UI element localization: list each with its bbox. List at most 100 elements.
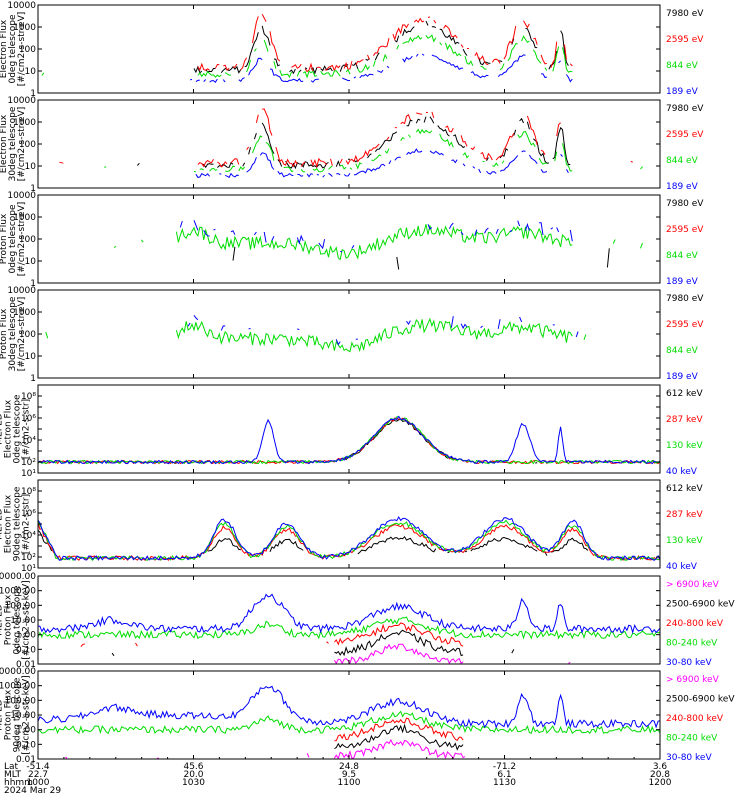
legend-entry: 40 keV — [666, 562, 698, 572]
x-row-value: 20.8 — [650, 770, 670, 780]
series-844-ev-trace — [113, 224, 643, 261]
legend-entry: 30-80 keV — [666, 658, 712, 668]
legend-entry: 130 keV — [666, 536, 703, 546]
y-axis-label: MEPED Proton Flux 90deg telescope [#/cm2-s-… — [0, 675, 32, 754]
y-tick-label: 100 — [19, 45, 36, 55]
x-row-value: 20.0 — [183, 770, 203, 780]
series-80-240-kev-trace — [37, 616, 661, 640]
y-tick-label: 10⁴ — [21, 436, 36, 446]
series-30-80-kev-trace — [37, 685, 661, 729]
x-row-value: 1030 — [182, 778, 205, 788]
y-axis-label: Proton Flux 0deg telescope [#/cm2-s-str-eV… — [0, 202, 27, 277]
legend-entry: 844 eV — [666, 346, 699, 356]
y-axis-label-line: 30deg telescope — [8, 106, 18, 181]
series-844-ev-trace — [104, 130, 650, 172]
y-tick-label: 0.10 — [16, 740, 36, 750]
y-tick-label: 1000.00 — [0, 587, 36, 597]
x-row-value: -71.2 — [493, 762, 516, 772]
legend-entry: 240-800 keV — [666, 714, 724, 724]
y-tick-label: 0.10 — [16, 645, 36, 655]
y-tick-label: 10000 — [7, 1, 36, 11]
legend-entry: 2595 eV — [666, 35, 704, 45]
x-row-value: 3.6 — [653, 762, 668, 772]
series-189-ev-trace — [190, 54, 658, 82]
series-189-ev-trace — [196, 149, 656, 177]
y-axis-label-line: Electron Flux — [4, 399, 14, 458]
y-axis-label-line: 0deg telescope — [13, 585, 23, 655]
x-row-label: Lat — [4, 762, 19, 772]
y-axis-label-line: MEPED — [0, 604, 5, 636]
legend-entry: 2500-6900 keV — [666, 600, 735, 610]
series-844-ev-trace — [42, 35, 660, 77]
series-189-ev-trace — [179, 220, 573, 253]
x-row-value: 24.8 — [339, 762, 359, 772]
y-axis-label: MEPED Proton Flux 0deg telescope [#/cm2-s-s… — [0, 580, 32, 659]
x-row-value: 1100 — [338, 778, 361, 788]
panel-frame — [37, 384, 661, 474]
legend-entry: 189 eV — [666, 182, 699, 192]
y-axis-label-line: 90deg telescope — [13, 486, 23, 561]
y-axis-label-line: 0deg telescope — [13, 394, 23, 464]
y-tick-label: 100.00 — [5, 696, 37, 706]
y-axis-label: MEPED Electron Flux 0deg telescope [#/cm2-s… — [0, 394, 32, 464]
y-axis-label-line: [#/cm2-s-str-eV] — [17, 297, 27, 372]
panel-frame — [37, 194, 661, 284]
y-axis-label-line: [#/cm2-s-str-eV] — [17, 107, 27, 182]
x-axis-rows: Lat -51.4 45.6 24.8 -71.2 3.6 MLT 22.7 20.0 9.5 6.… — [4, 5, 672, 796]
legend-entry: > 6900 keV — [666, 580, 720, 590]
series-7980-ev-trace — [137, 117, 656, 168]
y-tick-label: 10 — [25, 67, 37, 77]
y-tick-label: 1 — [30, 89, 36, 99]
y-tick-label: 10.00 — [10, 616, 36, 626]
y-axis-label-line: Proton Flux — [4, 689, 14, 740]
legend-entry: 2595 eV — [666, 320, 704, 330]
legend-entry: 2500-6900 keV — [666, 695, 735, 705]
legend-entry: 80-240 keV — [666, 734, 718, 744]
x-row-value: 6.1 — [497, 770, 511, 780]
y-tick-label: 10 — [25, 162, 37, 172]
y-axis-label-line: MEPED — [0, 508, 5, 540]
legend-entry: 189 eV — [666, 87, 699, 97]
y-tick-label: 10.00 — [10, 711, 36, 721]
series-2500-6900-kev-trace — [112, 630, 660, 656]
y-tick-label: 10000 — [7, 96, 36, 106]
legend-entry: 844 eV — [666, 156, 699, 166]
panel-frame — [37, 4, 661, 94]
y-tick-label: 10⁶ — [21, 414, 36, 424]
legend-entry: > 6900 keV — [666, 675, 720, 685]
panel-frame — [37, 575, 661, 665]
y-tick-label: 10 — [25, 352, 37, 362]
legend-entry: 7980 eV — [666, 104, 704, 114]
panel-8: 0.010.101.0010.00100.001000.0010000.00ME… — [0, 667, 735, 765]
x-row-value: 22.7 — [28, 770, 48, 780]
y-axis-label-line: 90deg telescope — [13, 677, 23, 752]
y-tick-label: 1 — [30, 184, 36, 194]
panel-frame — [37, 479, 661, 569]
y-tick-label: 100 — [19, 235, 36, 245]
series-844-ev-trace — [45, 317, 587, 353]
series-80-240-kev-trace — [37, 710, 661, 735]
y-axis-label-line: [#/cm2-s-str-eV] — [17, 202, 27, 277]
legend-entry: 80-240 keV — [666, 639, 718, 649]
y-tick-label: 1.00 — [16, 631, 36, 641]
legend-entry: 30-80 keV — [666, 753, 712, 763]
legend-entry: 844 eV — [666, 251, 699, 261]
y-tick-label: 10000 — [7, 286, 36, 296]
y-axis-label-line: Electron Flux — [0, 114, 9, 173]
y-tick-label: 10⁶ — [21, 509, 36, 519]
y-axis-label: Proton Flux 30deg telescope [#/cm2-s-str-e… — [0, 296, 27, 371]
panel-frame — [37, 289, 661, 379]
y-tick-label: 10⁸ — [21, 487, 36, 497]
series--6900-kev-trace — [65, 740, 629, 758]
x-row-value: 1200 — [649, 778, 672, 788]
y-axis-label-line: Proton Flux — [0, 308, 9, 359]
series-7980-ev-trace — [232, 246, 610, 270]
x-row-value: 9.5 — [342, 770, 356, 780]
legend-entry: 287 keV — [666, 415, 703, 425]
y-tick-label: 0.01 — [16, 755, 36, 765]
